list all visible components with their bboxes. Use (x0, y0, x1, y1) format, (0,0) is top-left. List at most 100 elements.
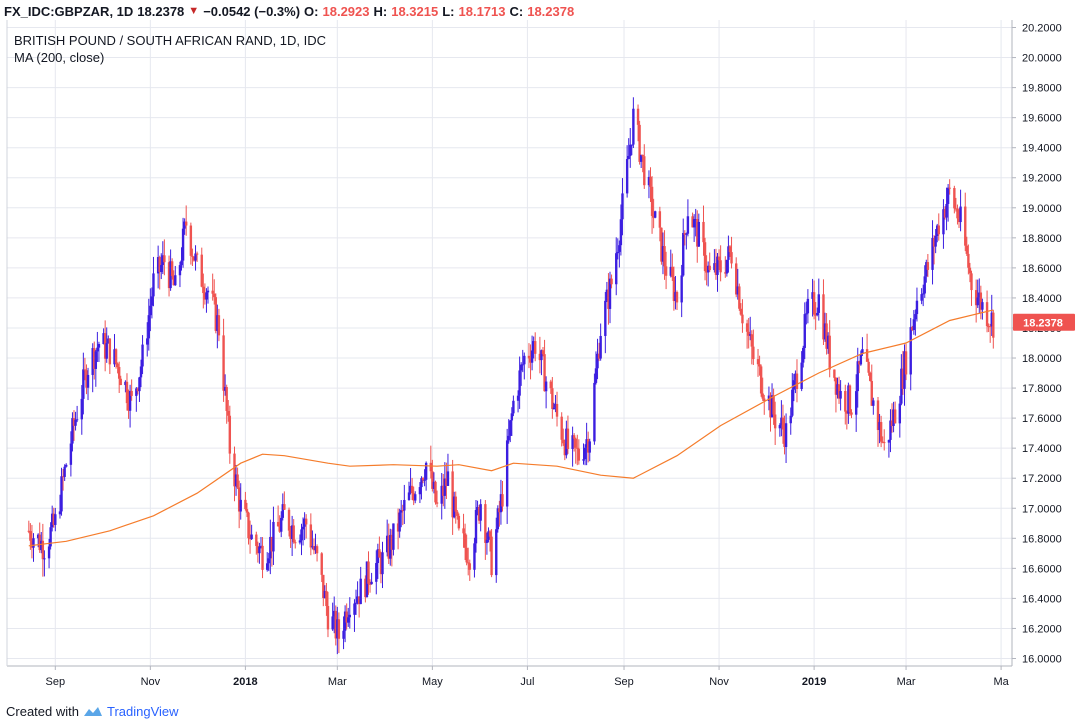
candle-body (347, 617, 350, 623)
candle-body (669, 266, 672, 276)
candle-body (434, 481, 437, 503)
candle-body (473, 543, 476, 570)
candle-body (647, 176, 651, 186)
candle-body (456, 511, 459, 516)
candle-body (477, 507, 481, 521)
y-tick-label: 16.0000 (1022, 653, 1062, 665)
high-value: 18.3215 (391, 3, 439, 19)
candle-body (588, 441, 591, 453)
candle-body (276, 521, 280, 527)
candle-body (725, 259, 729, 274)
candle-body (518, 370, 521, 396)
candle-body (82, 369, 85, 399)
candle-body (805, 313, 808, 315)
candle-body (72, 418, 76, 426)
candle-body (125, 381, 129, 404)
symbol-name[interactable]: FX_IDC:GBPZAR, 1D (4, 3, 134, 19)
candle-body (965, 245, 969, 254)
tradingview-link[interactable]: TradingView (106, 704, 179, 719)
candle-body (758, 364, 761, 367)
candle-body (586, 439, 590, 453)
candle-body (900, 368, 903, 404)
candle-body (979, 292, 983, 310)
candle-body (854, 391, 858, 415)
candle-body (83, 369, 87, 371)
candle-body (158, 257, 161, 273)
candle-body (272, 521, 275, 552)
candle-body (738, 286, 741, 309)
candle-body (554, 403, 557, 408)
candle-body (490, 536, 493, 576)
candle-body (385, 535, 389, 553)
candle-body (336, 619, 339, 639)
candle-body (32, 538, 35, 548)
close-label: C: (509, 3, 524, 19)
candle-body (38, 534, 41, 551)
candle-body (376, 549, 380, 564)
candle-body (389, 534, 392, 559)
candle-body (714, 263, 718, 275)
candle-body (516, 395, 520, 401)
candle-body (97, 344, 101, 348)
candle-body (93, 348, 96, 369)
y-tick-label: 18.4000 (1022, 293, 1062, 305)
candle-body (697, 221, 701, 247)
candle-body (957, 218, 961, 223)
candle-body (247, 512, 250, 539)
candle-body (94, 351, 98, 369)
candle-body (705, 271, 708, 273)
y-tick-label: 18.8000 (1022, 233, 1062, 245)
y-tick-label: 18.6000 (1022, 263, 1062, 275)
candle-body (320, 553, 323, 575)
candle-body (781, 417, 785, 430)
candle-body (228, 415, 232, 454)
candle-body (152, 273, 155, 297)
candle-body (303, 518, 306, 527)
candle-body (769, 395, 772, 418)
candle-body (507, 435, 510, 441)
candle-body (870, 380, 873, 406)
candle-body (967, 253, 970, 268)
candle-body (390, 534, 394, 550)
candle-body (576, 447, 579, 449)
candle-body (334, 610, 337, 639)
y-tick-label: 19.2000 (1022, 173, 1062, 185)
candle-body (41, 540, 45, 560)
candle-body (565, 428, 568, 456)
candle-body (487, 531, 490, 540)
candle-body (429, 462, 433, 472)
candle-body (649, 176, 652, 187)
candle-body (280, 517, 283, 532)
candle-body (683, 232, 686, 235)
candle-body (237, 487, 241, 512)
candle-body (454, 496, 457, 512)
candle-body (401, 510, 404, 512)
candle-body (184, 221, 188, 226)
candle-body (85, 370, 88, 388)
candle-body (619, 219, 623, 246)
candle-body (658, 211, 662, 228)
candle-body (848, 385, 852, 413)
candle-body (423, 479, 426, 481)
candle-body (301, 526, 305, 530)
candle-body (889, 420, 892, 440)
candle-body (244, 499, 247, 510)
candle-body (869, 372, 872, 381)
candle-body (74, 419, 77, 426)
candle-body (312, 546, 316, 551)
candle-body (156, 257, 160, 274)
x-axis-ticks[interactable]: Sep Nov 2018 Mar May Jul Sep Nov 2019 Mar Ma (46, 666, 1010, 688)
candle-body (202, 286, 205, 294)
candle-body (138, 377, 141, 392)
candle-body (463, 533, 467, 548)
y-tick-label: 17.8000 (1022, 383, 1062, 395)
candle-body (50, 513, 54, 528)
candle-body (976, 297, 979, 306)
y-axis-ticks[interactable]: 16.0000 16.2000 16.4000 16.6000 16.8000 17.00… (1012, 23, 1062, 666)
candle-body (484, 504, 487, 543)
candle-body (298, 540, 302, 543)
candle-body (163, 255, 166, 263)
candle-body (834, 377, 838, 395)
candle-body (189, 225, 193, 256)
